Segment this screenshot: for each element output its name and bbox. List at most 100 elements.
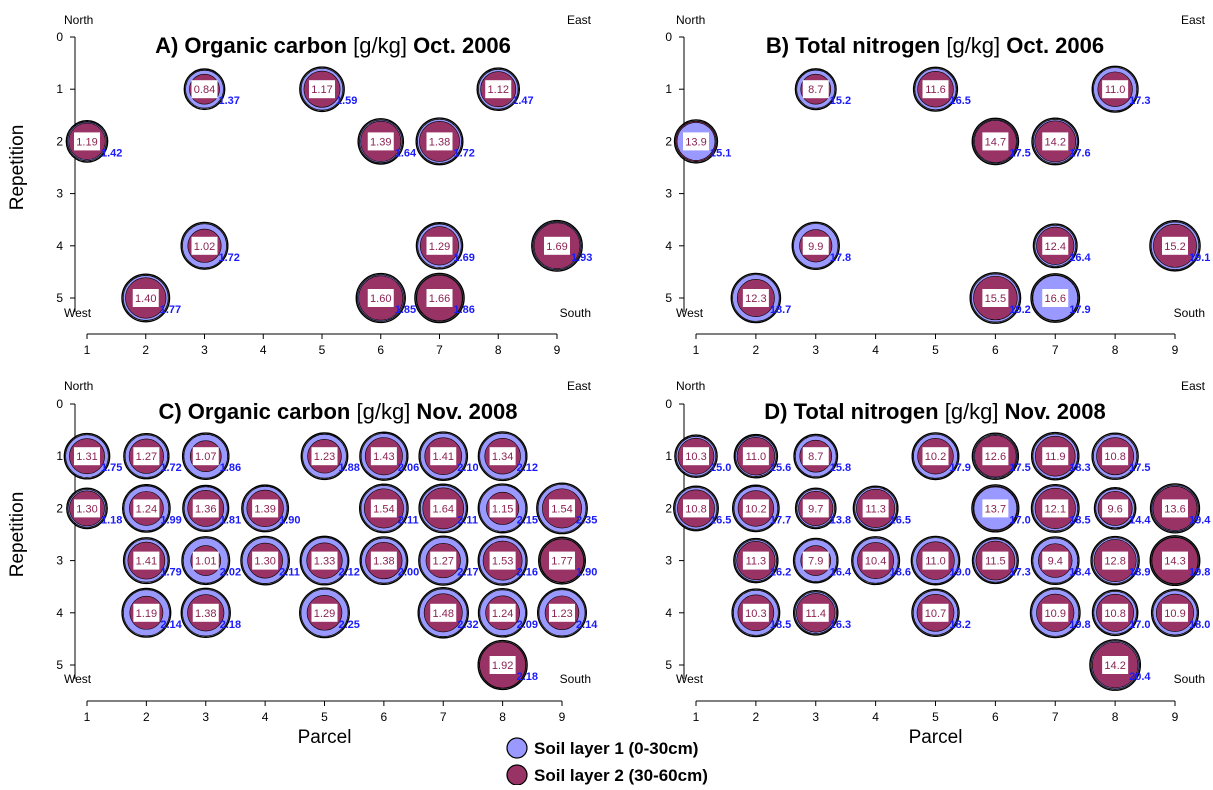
y-tick-label: 5 (665, 291, 672, 305)
layer2-value-label: 1.12 (488, 84, 509, 96)
layer2-value-label: 10.9 (1164, 608, 1185, 620)
x-tick-label: 9 (1172, 710, 1179, 724)
layer2-label-box (133, 499, 160, 518)
x-tick-label: 4 (262, 710, 269, 724)
layer1-value-label: 1.79 (160, 567, 181, 579)
y-tick-label: 3 (56, 187, 63, 201)
corner-label-east: East (567, 379, 592, 393)
layer1-value-label: 1.72 (160, 462, 181, 474)
data-point: 9.9 17.8 (791, 221, 851, 270)
data-point: 1.34 2.12 (477, 431, 538, 482)
layer2-value-label: 13.9 (685, 136, 706, 148)
y-tick-label: 1 (56, 82, 63, 96)
corner-label-east: East (1181, 13, 1206, 27)
legend: Soil layer 1 (0-30cm) Soil layer 2 (30-60… (506, 737, 708, 786)
data-point: 1.192.14 (121, 587, 183, 638)
layer1-value-label: 17.0 (1009, 514, 1030, 526)
layer2-value-label: 11.3 (865, 503, 886, 515)
layer2-label-box (1162, 551, 1188, 570)
corner-label-south: South (560, 672, 591, 686)
data-point: 1.77 1.90 (538, 536, 597, 585)
marker-outline (673, 119, 719, 164)
layer2-label-box (742, 447, 769, 466)
data-point: 1.36 1.81 (182, 484, 241, 532)
layer2-label-box (1042, 603, 1069, 622)
layer1-value-label: 1.59 (336, 95, 357, 107)
x-tick-label: 1 (693, 710, 700, 724)
data-point: 10.3 18.5 (731, 588, 791, 638)
x-tick-label: 1 (693, 343, 700, 357)
corner-label-south: South (560, 306, 591, 320)
marker-outline (852, 485, 899, 532)
layer2-value-label: 1.17 (311, 84, 332, 96)
marker-outline (181, 432, 230, 481)
data-point: 10.2 17.7 (732, 484, 791, 533)
panel-a: 0 1 2 3 4 5 1 2 3 4 5 6 7 8 9 North East West South A) Orga… (7, 13, 592, 357)
marker-outline (180, 587, 231, 638)
x-tick-label: 7 (436, 343, 443, 357)
data-point: 1.271.72 (123, 432, 182, 480)
y-tick-label: 1 (665, 449, 672, 463)
y-tick-label: 2 (665, 134, 672, 148)
layer2-label-box (922, 447, 949, 466)
layer2-value-label: 1.60 (370, 293, 391, 305)
layer2-label-box (489, 656, 516, 674)
layer2-label-box (1102, 447, 1129, 466)
marker-outline (122, 484, 171, 533)
layer2-value-label: 1.66 (429, 293, 450, 305)
layer1-value-label: 1.90 (576, 567, 597, 579)
layer2-label-box (549, 499, 575, 518)
marker-outline (1030, 483, 1080, 533)
marker-outline (477, 483, 528, 534)
layer2-value-label: 11.3 (746, 556, 767, 568)
x-tick-label: 8 (499, 710, 506, 724)
data-point: 12.118.5 (1030, 483, 1091, 533)
corner-label-west: West (64, 672, 92, 686)
layer2-value-label: 10.9 (1045, 608, 1066, 620)
y-tick-label: 4 (56, 239, 63, 253)
layer2-value-label: 1.31 (76, 451, 97, 463)
layer2-value-label: 1.30 (254, 556, 275, 568)
marker-outline (911, 432, 960, 481)
layer2-label-box (802, 499, 829, 518)
marker-outline (240, 535, 290, 586)
x-tick-label: 6 (377, 343, 384, 357)
layer1-value-label: 1.47 (512, 95, 533, 107)
layer2-label-box (192, 603, 219, 622)
layer1-value-label: 2.10 (457, 462, 478, 474)
layer2-label-box (922, 551, 949, 570)
data-point: 10.2 17.9 (911, 432, 971, 481)
layer1-value-label: 16.3 (830, 619, 851, 631)
marker-outline (477, 431, 528, 482)
marker-outline (1149, 535, 1201, 587)
layer2-value-label: 15.2 (1164, 241, 1185, 253)
layer2-value-label: 10.8 (685, 503, 706, 515)
y-tick-label: 3 (56, 554, 63, 568)
y-tick-label: 0 (665, 30, 672, 44)
layer2-label-box (489, 603, 516, 622)
layer2-label-box (426, 289, 453, 307)
layer1-value-label: 17.3 (1129, 95, 1150, 107)
marker-outline (355, 272, 406, 324)
layer1-value-label: 18.3 (1069, 462, 1090, 474)
data-point: 1.23 1.88 (300, 432, 360, 481)
layer1-value-label: 2.18 (517, 671, 538, 683)
layer2-value-label: 8.7 (808, 451, 823, 463)
data-point: 11.4 16.3 (792, 590, 851, 636)
marker-outline (65, 120, 109, 163)
marker-outline (971, 432, 1020, 480)
corner-label-north: North (64, 379, 93, 393)
layer1-value-label: 17.5 (1129, 462, 1150, 474)
layer2-label-box (862, 551, 889, 570)
layer2-label-box (922, 80, 949, 99)
marker-outline (1149, 220, 1201, 272)
legend-layer2-swatch (506, 764, 528, 786)
marker-outline (1091, 432, 1139, 480)
marker-outline (66, 487, 108, 530)
marker-outline (1029, 587, 1081, 639)
layer2-value-label: 1.23 (551, 608, 572, 620)
data-point: 11.017.3 (1091, 65, 1151, 113)
layer1-value-label: 17.5 (1009, 147, 1030, 159)
y-axis-label: Repetition (7, 125, 28, 211)
